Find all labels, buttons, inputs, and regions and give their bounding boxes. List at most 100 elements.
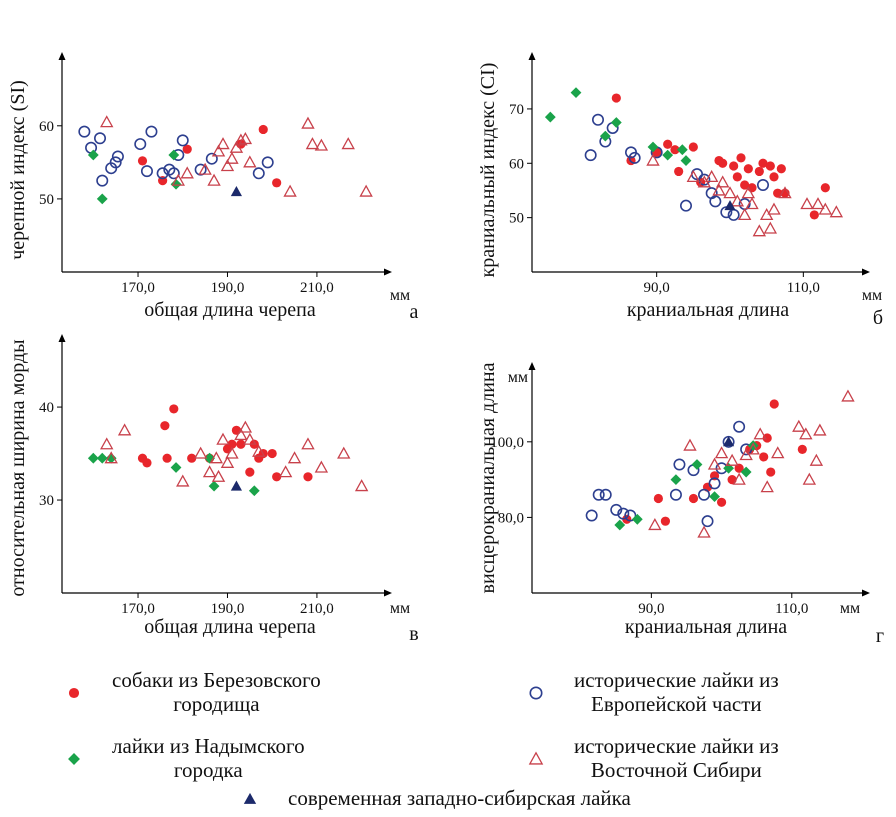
data-point bbox=[610, 503, 623, 516]
data-point bbox=[737, 207, 752, 221]
x-tick-label: 170,0 bbox=[121, 601, 155, 617]
data-point bbox=[743, 164, 753, 174]
data-point bbox=[729, 161, 739, 171]
x-tick-label: 210,0 bbox=[300, 280, 334, 296]
data-point bbox=[674, 166, 684, 177]
data-point bbox=[724, 200, 736, 211]
data-point bbox=[220, 455, 235, 468]
data-point bbox=[207, 173, 221, 186]
data-point bbox=[272, 472, 282, 482]
data-point bbox=[648, 518, 662, 531]
legend-marker bbox=[529, 686, 543, 700]
y-axis-label: висцерокраниальная длина bbox=[477, 362, 499, 593]
data-point bbox=[740, 180, 750, 190]
series-europe bbox=[585, 420, 753, 528]
data-point bbox=[688, 142, 698, 152]
data-point bbox=[646, 153, 660, 166]
data-point bbox=[599, 130, 611, 142]
data-point bbox=[660, 516, 671, 526]
data-point bbox=[96, 452, 108, 464]
data-point bbox=[229, 140, 244, 153]
x-axis-arrow-icon bbox=[862, 589, 870, 597]
data-point bbox=[680, 155, 692, 166]
data-point bbox=[778, 186, 792, 199]
y-axis-arrow-icon bbox=[528, 52, 536, 60]
series-siberia bbox=[100, 420, 369, 492]
data-point bbox=[216, 137, 230, 150]
data-point bbox=[301, 437, 315, 450]
data-point bbox=[176, 134, 189, 147]
x-axis-arrow-icon bbox=[384, 589, 392, 597]
series-berezovo bbox=[137, 404, 313, 482]
x-axis-label: общая длина черепа bbox=[144, 299, 316, 321]
y-axis-label: черепной индекс (SI) bbox=[7, 80, 29, 260]
y-tick-label: 50 bbox=[509, 211, 524, 227]
data-point bbox=[187, 453, 197, 463]
data-point bbox=[647, 141, 659, 153]
data-point bbox=[109, 156, 122, 169]
data-point bbox=[610, 117, 622, 128]
data-point bbox=[171, 173, 185, 186]
data-point bbox=[117, 423, 132, 436]
data-point bbox=[809, 453, 824, 466]
x-tick-label: 190,0 bbox=[211, 280, 245, 296]
data-point bbox=[769, 172, 779, 182]
data-point bbox=[762, 433, 772, 443]
data-point bbox=[216, 432, 230, 445]
x-axis-label: краниальная длина bbox=[627, 299, 789, 321]
data-point bbox=[314, 138, 329, 151]
data-point bbox=[662, 149, 674, 161]
data-point bbox=[829, 205, 844, 218]
data-point bbox=[227, 439, 237, 449]
x-axis-label: краниальная длина bbox=[625, 616, 787, 638]
data-point bbox=[303, 472, 313, 482]
series-nadym bbox=[544, 87, 692, 166]
data-point bbox=[96, 193, 108, 205]
data-point bbox=[160, 421, 170, 431]
data-point bbox=[337, 446, 351, 459]
data-point bbox=[722, 436, 735, 447]
data-point bbox=[236, 439, 246, 449]
data-point bbox=[272, 178, 282, 188]
data-point bbox=[669, 488, 682, 501]
x-tick-label: 110,0 bbox=[787, 280, 820, 296]
data-point bbox=[87, 452, 99, 464]
data-point bbox=[287, 451, 302, 464]
data-point bbox=[820, 183, 830, 193]
y-tick-label: 50 bbox=[39, 192, 54, 208]
series-berezovo bbox=[622, 399, 807, 526]
data-point bbox=[194, 163, 207, 176]
x-tick-label: 190,0 bbox=[211, 601, 245, 617]
data-point bbox=[570, 87, 582, 99]
data-point bbox=[180, 166, 194, 179]
data-point bbox=[205, 152, 218, 165]
data-point bbox=[617, 507, 630, 520]
legend-marker bbox=[68, 687, 80, 699]
y-tick-label: 70 bbox=[509, 102, 524, 118]
data-point bbox=[686, 169, 701, 183]
data-point bbox=[714, 446, 729, 459]
data-point bbox=[776, 164, 786, 174]
data-point bbox=[759, 452, 769, 462]
data-point bbox=[225, 151, 239, 164]
data-point bbox=[818, 202, 833, 215]
data-point bbox=[169, 404, 179, 414]
data-point bbox=[234, 133, 248, 146]
x-axis-label: общая длина черепа bbox=[144, 616, 316, 638]
data-point bbox=[230, 185, 243, 197]
data-point bbox=[697, 525, 711, 538]
x-unit-label: мм bbox=[862, 287, 882, 304]
x-unit-label: мм bbox=[390, 287, 410, 304]
legend-item-siberian-laikas: исторические лайки из Восточной Сибири bbox=[524, 734, 779, 782]
data-point bbox=[283, 184, 297, 197]
data-point bbox=[723, 186, 737, 199]
legend-marker bbox=[68, 753, 80, 765]
data-point bbox=[314, 460, 329, 473]
data-point bbox=[624, 509, 637, 522]
data-point bbox=[182, 144, 192, 154]
data-point bbox=[679, 199, 692, 212]
data-point bbox=[708, 477, 721, 490]
data-point bbox=[802, 472, 817, 485]
data-point bbox=[663, 139, 673, 149]
data-point bbox=[792, 419, 806, 432]
